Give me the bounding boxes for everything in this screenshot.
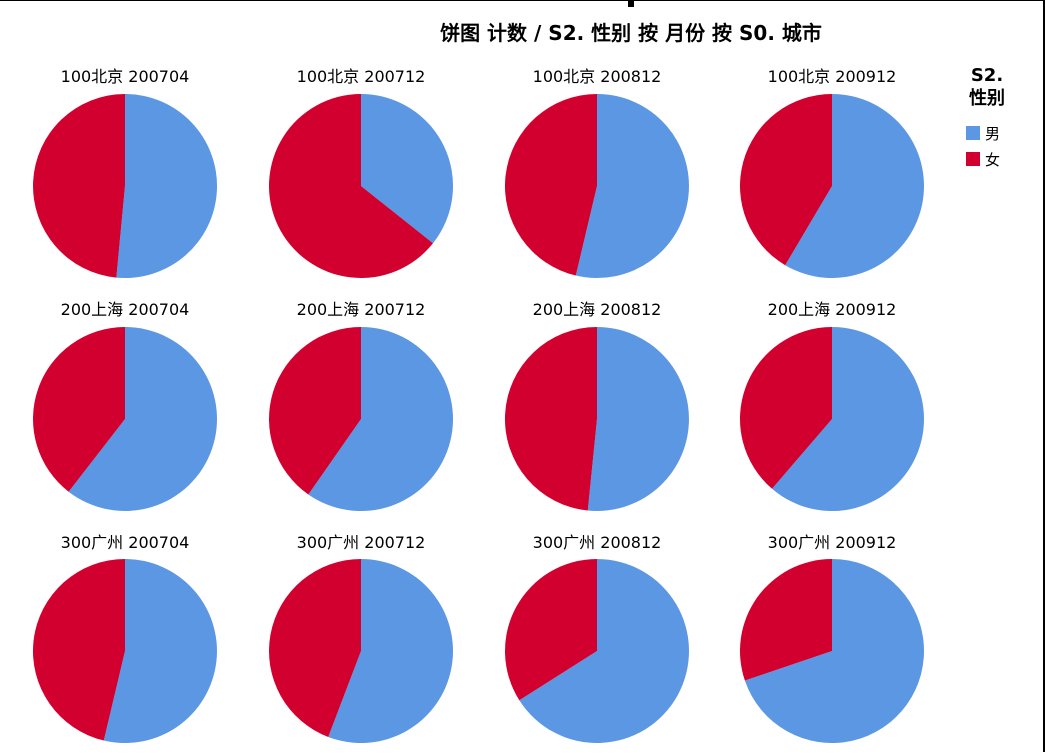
pie-slice-female[interactable]: [268, 559, 361, 737]
legend-label-male: 男: [985, 125, 1000, 143]
pie-slice-female[interactable]: [739, 94, 832, 266]
pie-slice-female[interactable]: [33, 327, 125, 492]
pie-slice-female[interactable]: [32, 559, 125, 741]
pie-slice-male[interactable]: [772, 327, 924, 511]
pie-slice-female[interactable]: [504, 327, 597, 511]
pie-slice-male[interactable]: [308, 327, 453, 511]
pie-slice-male[interactable]: [116, 94, 218, 278]
pie-slice-male[interactable]: [328, 559, 453, 744]
pie-panel: 100北京 200704: [33, 67, 218, 278]
pie-label: 300广州 200912: [768, 533, 897, 552]
pie-panel: 200上海 200812: [504, 300, 689, 511]
pie-slice-male[interactable]: [361, 94, 454, 244]
chart-title: 饼图 计数 / S2. 性别 按 月份 按 S0. 城市: [440, 21, 822, 45]
legend: S2. 性别 男 女: [966, 65, 1005, 169]
pie-slice-female[interactable]: [268, 327, 361, 495]
pie-panel: 300广州 200812: [504, 533, 689, 743]
pie-slice-male[interactable]: [575, 94, 689, 278]
pie-label: 100北京 200704: [61, 67, 190, 86]
pie-slice-female[interactable]: [269, 94, 433, 278]
pie-label: 300广州 200812: [533, 533, 662, 552]
legend-swatch-male: [966, 126, 980, 140]
pie-label: 100北京 200712: [297, 67, 426, 86]
pie-slice-female[interactable]: [33, 94, 125, 278]
pie-slice-male[interactable]: [519, 559, 689, 743]
pie-slice-male[interactable]: [785, 94, 924, 278]
pie-slice-male[interactable]: [103, 559, 217, 743]
pie-label: 200上海 200812: [533, 300, 662, 319]
pie-panels: 100北京 200704 100北京 200712 100北京 200812 100北…: [32, 67, 925, 744]
pie-slice-female[interactable]: [739, 327, 832, 489]
pie-panel: 100北京 200912: [739, 67, 924, 278]
pie-panel: 200上海 200912: [739, 300, 924, 511]
pie-label: 300广州 200712: [297, 533, 426, 552]
legend-title-line2: 性别: [969, 87, 1005, 109]
legend-title-line1: S2.: [971, 65, 1003, 86]
legend-label-female: 女: [985, 151, 1000, 169]
legend-swatch-female: [966, 152, 980, 166]
pie-slice-female[interactable]: [740, 559, 832, 681]
pie-panel: 300广州 200704: [32, 533, 217, 743]
pie-panel: 300广州 200712: [268, 533, 453, 744]
pie-slice-female[interactable]: [504, 94, 597, 276]
pie-label: 300广州 200704: [61, 533, 190, 552]
pie-label: 100北京 200812: [533, 67, 662, 86]
pie-label: 200上海 200912: [768, 300, 897, 319]
pie-panel: 100北京 200712: [269, 67, 454, 278]
pie-panel: 100北京 200812: [504, 67, 689, 278]
pie-slice-female[interactable]: [504, 559, 597, 701]
pie-label: 100北京 200912: [768, 67, 897, 86]
selection-handle[interactable]: [628, 1, 634, 7]
pie-slice-male[interactable]: [587, 327, 689, 511]
pie-panel: 200上海 200712: [268, 300, 453, 511]
pie-label: 200上海 200712: [297, 300, 426, 319]
pie-slice-male[interactable]: [68, 327, 218, 511]
pie-panel: 200上海 200704: [33, 300, 218, 511]
pie-panel: 300广州 200912: [740, 533, 925, 743]
pie-label: 200上海 200704: [61, 300, 190, 319]
pie-slice-male[interactable]: [744, 559, 925, 743]
